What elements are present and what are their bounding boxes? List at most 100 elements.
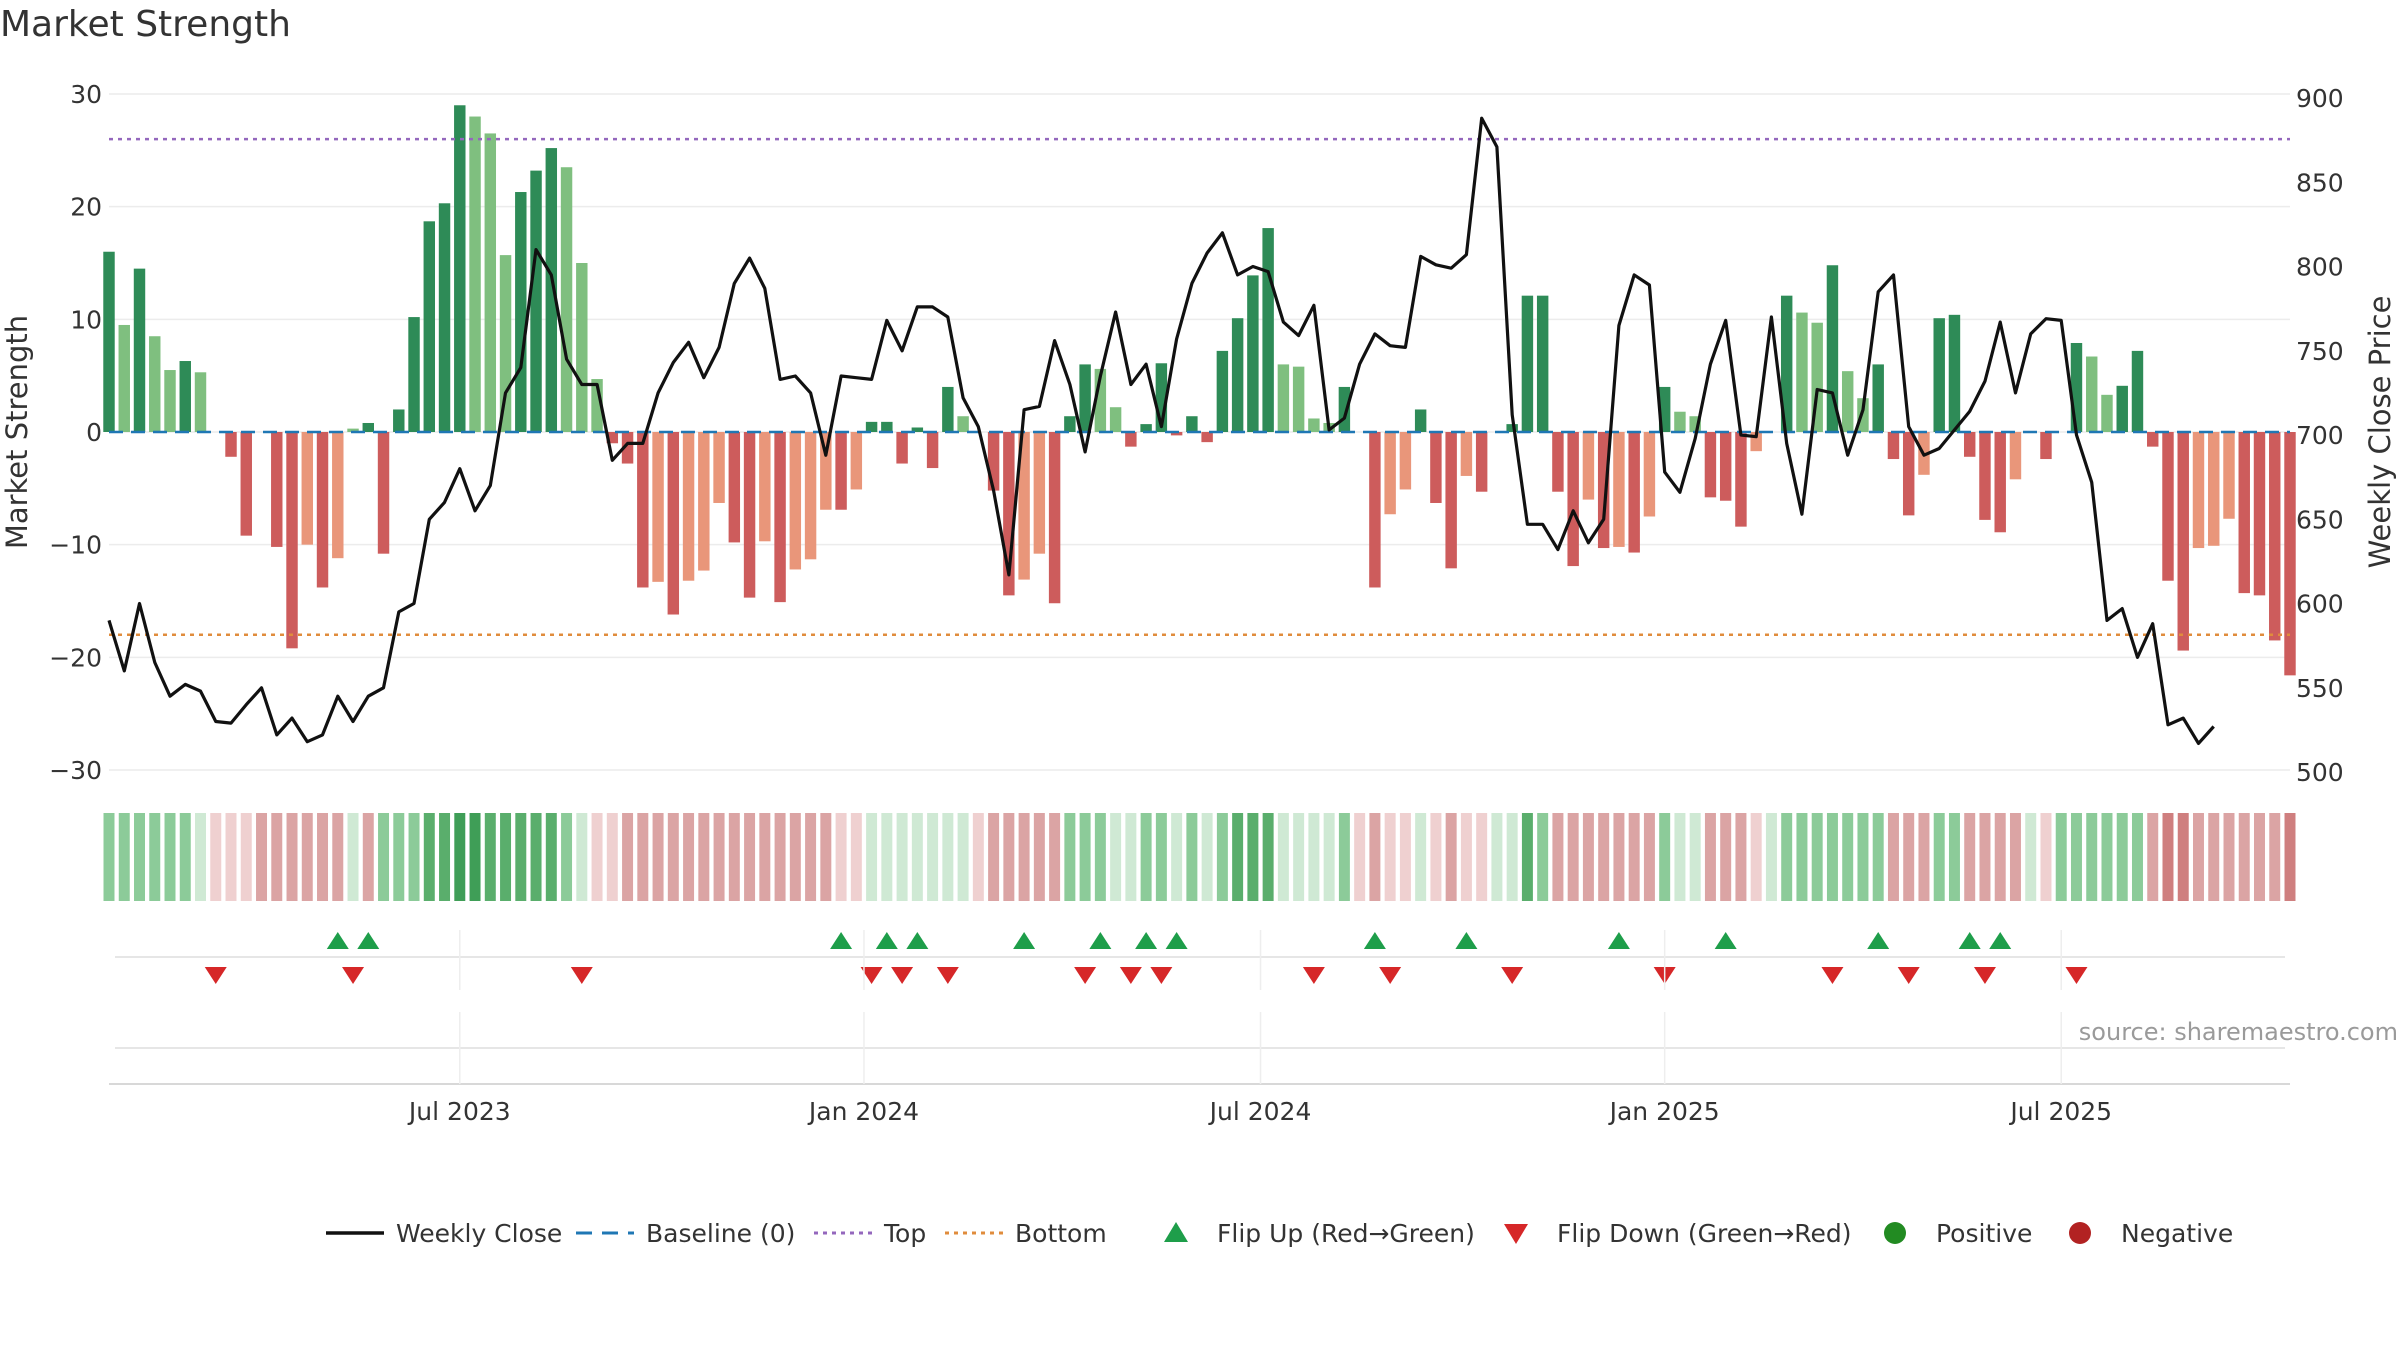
strength-bar — [2162, 432, 2174, 581]
ribbon-cell — [1476, 813, 1488, 901]
strength-bar — [515, 192, 527, 432]
ribbon-cell — [1277, 813, 1289, 901]
strength-bar — [362, 422, 374, 432]
ribbon-cell — [1140, 813, 1152, 901]
strength-bar — [896, 432, 908, 464]
ribbon-cell — [942, 813, 954, 901]
flip-down-marker — [1973, 967, 1996, 984]
strength-bar — [2269, 432, 2281, 641]
strength-bar — [911, 427, 924, 432]
ribbon-cell — [1689, 813, 1701, 901]
flip-markers — [115, 932, 2285, 1049]
ribbon-cell — [1003, 813, 1015, 901]
ribbon-cell — [866, 813, 878, 901]
strength-bar — [1003, 432, 1015, 596]
flip-up-marker — [1089, 932, 1112, 949]
flip-down-marker — [1379, 967, 1402, 984]
ribbon-cell — [606, 813, 618, 901]
strength-bar — [1567, 432, 1579, 567]
flip-up-marker — [906, 932, 929, 949]
ribbon-cell — [1293, 813, 1305, 901]
ribbon-cell — [439, 813, 451, 901]
strength-bar — [1719, 432, 1732, 501]
flip-up-marker — [1135, 932, 1158, 949]
ribbon-cell — [637, 813, 649, 901]
strength-bar — [1704, 432, 1717, 498]
ribbon-cell — [164, 813, 176, 901]
strength-bar — [530, 170, 542, 432]
ribbon-cell — [1781, 813, 1793, 901]
ribbon-cell — [545, 813, 557, 901]
ribbon-cell — [2223, 813, 2235, 901]
flip-up-marker — [830, 932, 853, 949]
legend-label: Top — [883, 1219, 926, 1248]
ribbon-cell — [1308, 813, 1320, 901]
strength-bar — [698, 432, 710, 571]
ribbon-cell — [2101, 813, 2113, 901]
legend-item-negative: Negative — [2069, 1219, 2233, 1248]
strength-bar — [1033, 432, 1046, 554]
right-tick-label: 800 — [2296, 253, 2344, 282]
ribbon-cell — [1384, 813, 1396, 901]
strength-bar — [454, 105, 466, 433]
ribbon-cell — [1247, 813, 1259, 901]
strength-bar — [484, 133, 497, 432]
strength-bar — [1048, 432, 1061, 604]
flip-up-marker — [1455, 932, 1478, 949]
ribbon-cell — [225, 813, 237, 901]
right-tick-label: 900 — [2296, 84, 2344, 113]
strength-bar — [591, 379, 603, 432]
reference-lines — [109, 137, 2290, 637]
ribbon-cell — [1064, 813, 1076, 901]
flip-up-marker — [1867, 932, 1890, 949]
ribbon-cell — [667, 813, 679, 901]
strength-bar — [2147, 432, 2159, 447]
ribbon-cell — [149, 813, 161, 901]
flip-down-marker — [1821, 967, 1844, 984]
ribbon-cell — [378, 813, 390, 901]
ribbon-cell — [1491, 813, 1503, 901]
ribbon-cell — [1338, 813, 1350, 901]
weekly-close-line — [107, 116, 2215, 746]
ribbon-cell — [1430, 813, 1442, 901]
strength-bar — [1933, 318, 1945, 432]
strength-bar — [393, 409, 405, 432]
strength-bar — [1948, 314, 1961, 432]
ribbon-cell — [1232, 813, 1244, 901]
ribbon-cell — [134, 813, 145, 901]
legend-label: Flip Up (Red→Green) — [1217, 1219, 1475, 1248]
ribbon-cell — [1659, 813, 1671, 901]
strength-bars — [103, 105, 2296, 676]
ribbon-cell — [2238, 813, 2250, 901]
strength-bar — [1841, 371, 1854, 432]
strength-bar — [1125, 432, 1137, 447]
strength-bar — [1475, 432, 1488, 492]
strength-bar — [1887, 432, 1900, 460]
strength-bar — [1170, 432, 1183, 436]
ribbon-cell — [1765, 813, 1777, 901]
ribbon-cell — [1750, 813, 1762, 901]
strength-bar — [2070, 342, 2083, 432]
ribbon-cell — [423, 813, 435, 901]
ribbon-cell — [1369, 813, 1381, 901]
flip-up-marker — [1714, 932, 1737, 949]
ribbon-cell — [2086, 813, 2098, 901]
strength-bar — [1109, 407, 1122, 432]
flip-down-marker — [570, 967, 593, 984]
ribbon-cell — [1842, 813, 1854, 901]
strength-bar — [926, 432, 939, 469]
ribbon-cell — [1079, 813, 1091, 901]
legend-swatch — [1164, 1222, 1188, 1242]
strength-bar — [1430, 432, 1442, 503]
strength-bar — [2238, 432, 2250, 594]
flip-up-marker — [1013, 932, 1036, 949]
ribbon-cell — [805, 813, 817, 901]
x-tick-label: Jul 2023 — [407, 1097, 511, 1126]
ribbon-cell — [301, 813, 313, 901]
strength-bar — [377, 432, 390, 554]
ribbon-cell — [1125, 813, 1137, 901]
ribbon-cell — [240, 813, 252, 901]
strength-bar — [1506, 424, 1518, 432]
legend-item-flip_down: Flip Down (Green→Red) — [1504, 1219, 1852, 1248]
